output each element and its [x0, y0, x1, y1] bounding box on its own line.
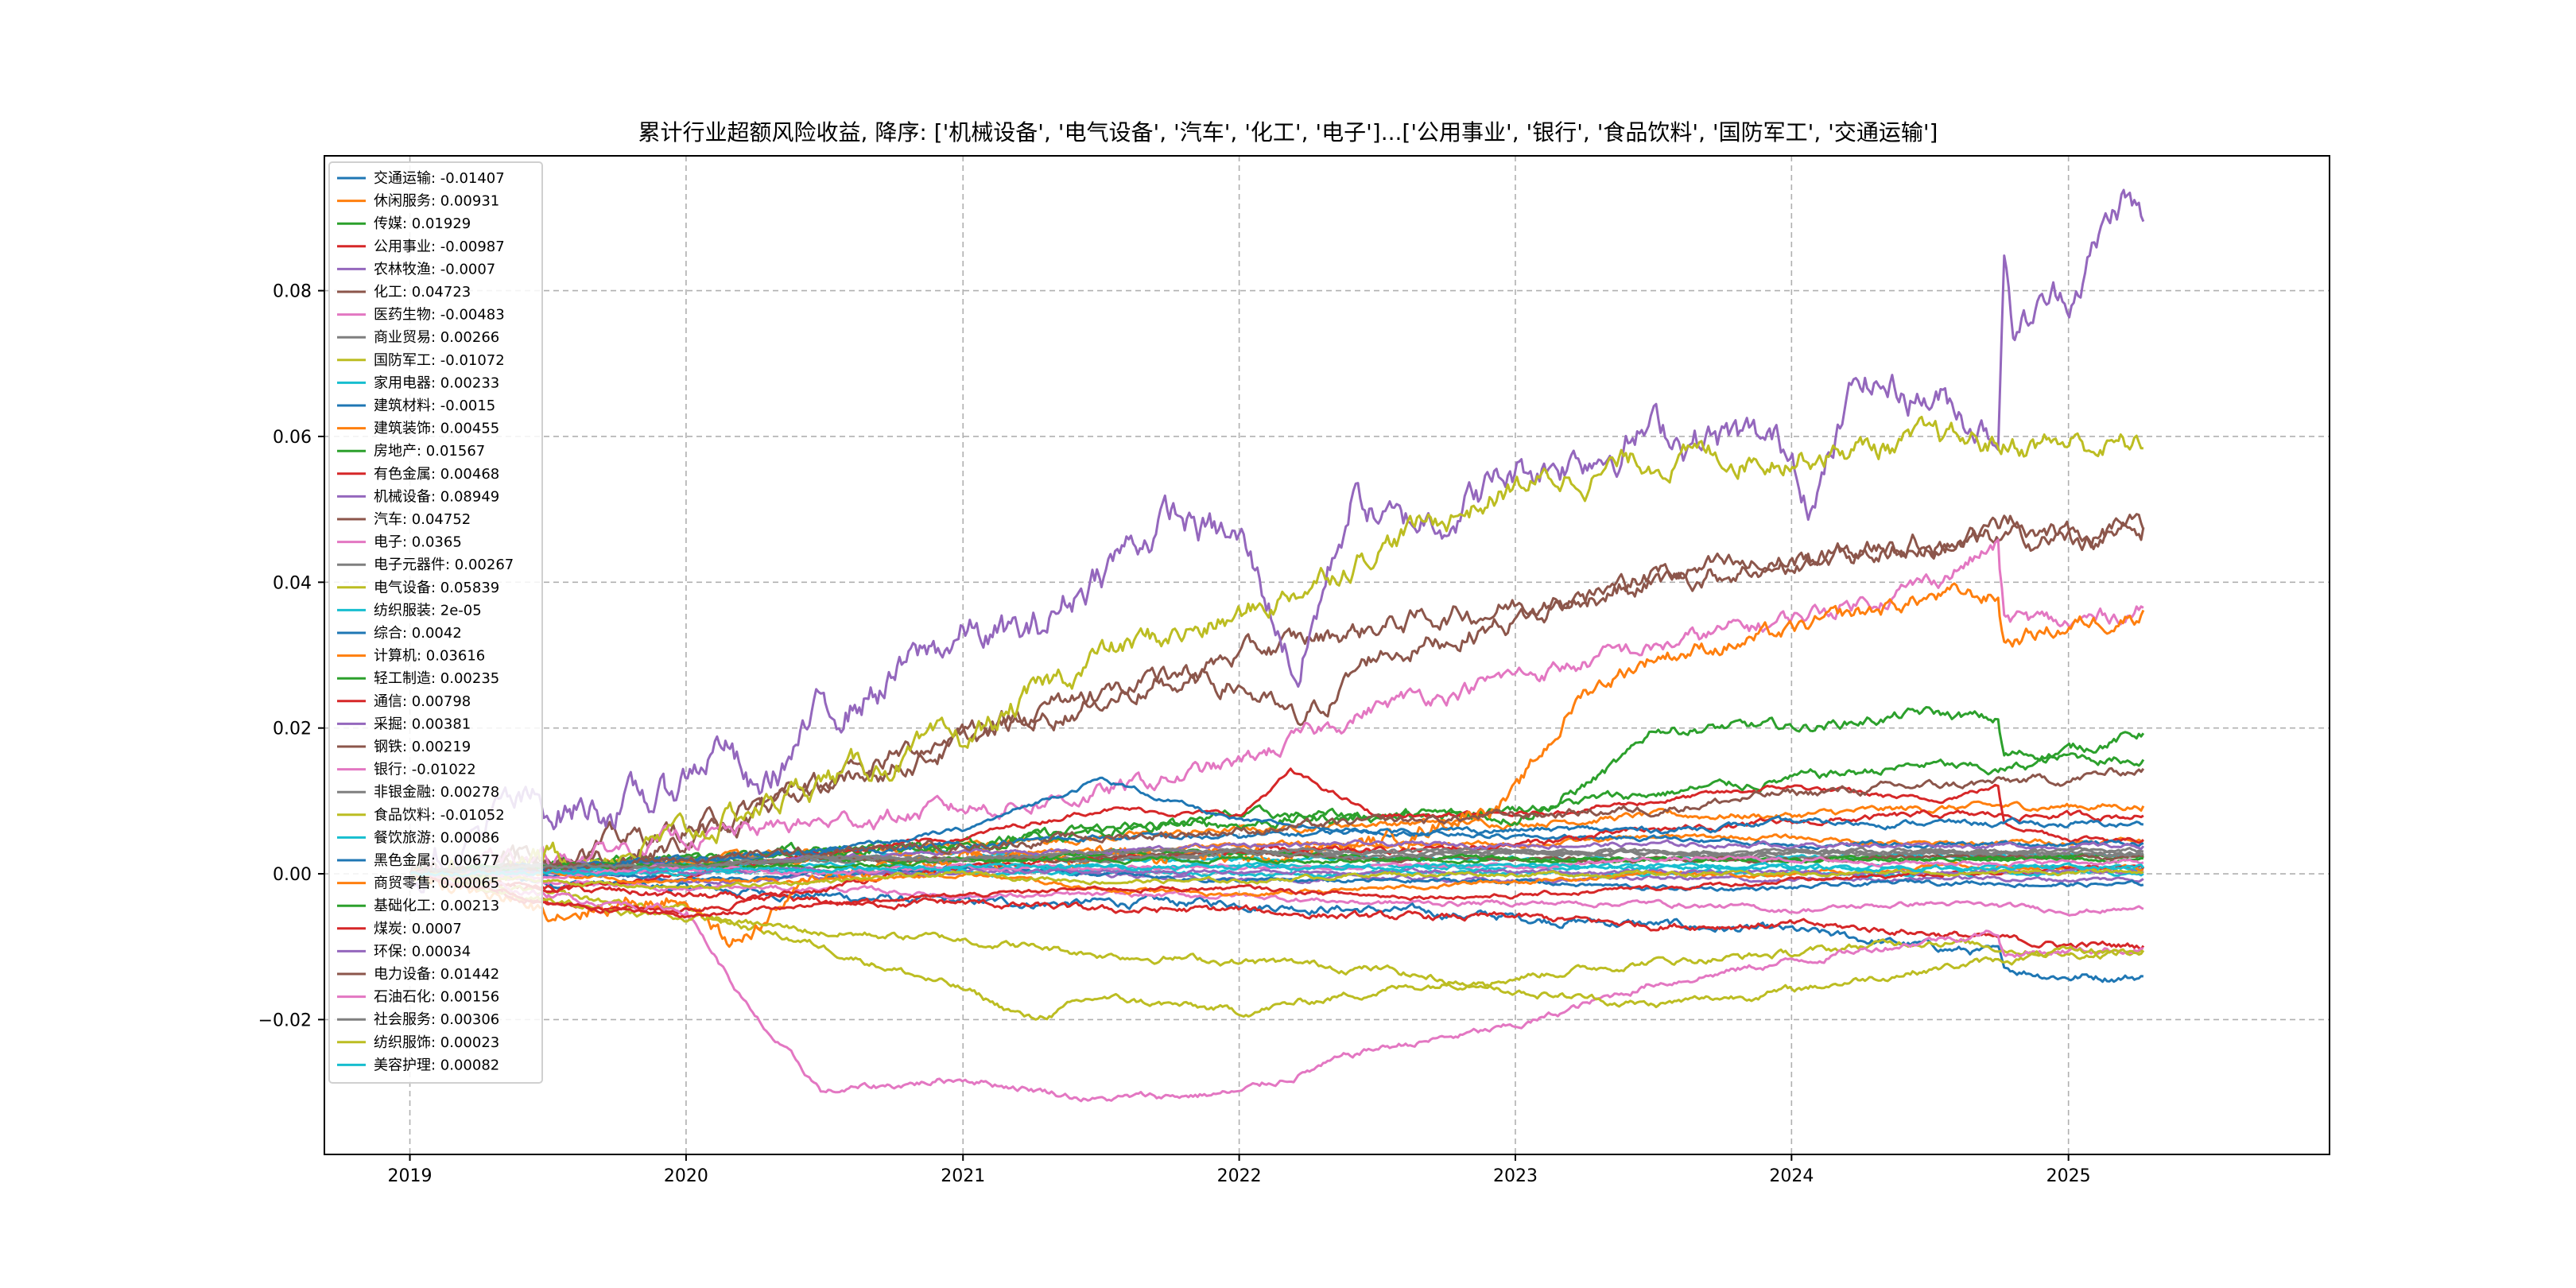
legend-label: 房地产: 0.01567 — [374, 443, 485, 460]
legend-label: 煤炭: 0.0007 — [374, 921, 462, 937]
series-line-17 — [409, 538, 2144, 878]
legend-label: 建筑材料: -0.0015 — [374, 398, 495, 414]
legend-label: 交通运输: -0.01407 — [374, 170, 505, 187]
legend-label: 非银金融: 0.00278 — [374, 784, 499, 801]
legend-label: 电子元器件: 0.00267 — [374, 557, 514, 573]
legend-label: 家用电器: 0.00233 — [374, 374, 499, 391]
series-line-13 — [409, 752, 2145, 881]
legend-label: 黑色金属: 0.00677 — [374, 852, 499, 869]
legend-label: 商业贸易: 0.00266 — [374, 329, 499, 346]
legend-label: 农林牧渔: -0.0007 — [374, 261, 495, 277]
y-tick-label: 0.06 — [273, 428, 312, 448]
series-line-4 — [409, 870, 2145, 951]
x-tick-label: 2024 — [1769, 1166, 1814, 1186]
legend-label: 社会服务: 0.00306 — [374, 1011, 499, 1028]
legend-label: 有色金属: 0.00468 — [374, 466, 499, 483]
legend-label: 餐饮旅游: 0.00086 — [374, 829, 499, 846]
legend-label: 纺织服饰: 0.00023 — [374, 1034, 499, 1051]
x-axis: 2019 2020 2021 2022 2023 2024 2025 — [388, 1154, 2091, 1186]
legend-label: 建筑装饰: 0.00455 — [374, 421, 499, 437]
x-tick-label: 2020 — [664, 1166, 708, 1186]
legend-label: 休闲服务: 0.00931 — [374, 193, 499, 210]
x-tick-label: 2023 — [1493, 1166, 1538, 1186]
legend-label: 钢铁: 0.00219 — [374, 739, 471, 755]
series-line-39 — [410, 867, 2144, 890]
x-tick-label: 2021 — [941, 1166, 985, 1186]
legend-label: 采掘: 0.00381 — [374, 716, 471, 732]
series-line-27 — [409, 870, 2144, 1103]
y-tick-label: 0.08 — [273, 282, 312, 302]
series-line-15 — [409, 188, 2145, 894]
legend-label: 商贸零售: 0.00065 — [374, 875, 499, 892]
legend-label: 纺织服装: 2e-05 — [374, 602, 482, 619]
chart-title: 累计行业超额风险收益, 降序: ['机械设备', '电气设备', '汽车', '… — [638, 119, 1938, 145]
x-tick-label: 2022 — [1217, 1166, 1262, 1186]
y-tick-label: 0.04 — [273, 573, 312, 593]
legend-label: 银行: -0.01022 — [374, 762, 476, 778]
legend-label: 电力设备: 0.01442 — [374, 966, 499, 983]
legend-label: 轻工制造: 0.00235 — [374, 670, 499, 687]
legend-label: 国防军工: -0.01072 — [374, 352, 505, 369]
legend: 交通运输: -0.01407 休闲服务: 0.00931 传媒: 0.01929 公用… — [328, 161, 543, 1084]
series-line-16 — [409, 514, 2145, 886]
series-line-35 — [410, 866, 2144, 878]
series-line-40 — [409, 862, 2145, 878]
y-tick-label: −0.02 — [258, 1011, 312, 1030]
y-axis: −0.02 0.00 0.02 0.04 0.06 0.08 — [258, 282, 324, 1030]
x-tick-label: 2025 — [2046, 1166, 2091, 1186]
legend-label: 电气设备: 0.05839 — [374, 580, 499, 596]
legend-box — [328, 161, 543, 1084]
legend-label: 食品饮料: -0.01052 — [374, 807, 505, 824]
series-line-7 — [410, 870, 2144, 917]
y-tick-label: 0.00 — [273, 865, 312, 885]
series-line-34 — [409, 864, 2145, 919]
legend-label: 基础化工: 0.00213 — [374, 898, 499, 914]
legend-label: 综合: 0.0042 — [374, 625, 462, 642]
legend-label: 汽车: 0.04752 — [374, 511, 471, 528]
x-tick-label: 2019 — [388, 1166, 433, 1186]
legend-label: 石油石化: 0.00156 — [374, 989, 499, 1006]
legend-label: 化工: 0.04723 — [374, 284, 471, 301]
plot-lines — [409, 188, 2145, 1103]
legend-label: 传媒: 0.01929 — [374, 215, 471, 232]
y-tick-label: 0.02 — [273, 720, 312, 739]
plot-frame — [324, 155, 2330, 1155]
legend-label: 电子: 0.0365 — [374, 534, 462, 551]
legend-label: 环保: 0.00034 — [374, 943, 471, 960]
series-line-22 — [409, 582, 2145, 949]
series-line-19 — [409, 415, 2143, 890]
legend-label: 机械设备: 0.08949 — [374, 488, 499, 505]
series-line-36 — [409, 766, 2145, 876]
legend-label: 公用事业: -0.00987 — [374, 239, 505, 255]
legend-label: 计算机: 0.03616 — [374, 648, 485, 665]
series-line-37 — [409, 854, 2144, 880]
legend-label: 医药生物: -0.00483 — [374, 307, 505, 324]
legend-label: 美容护理: 0.00082 — [374, 1057, 499, 1073]
series-line-38 — [409, 846, 2144, 875]
legend-label: 通信: 0.00798 — [374, 693, 471, 710]
series-line-24 — [409, 809, 2144, 915]
